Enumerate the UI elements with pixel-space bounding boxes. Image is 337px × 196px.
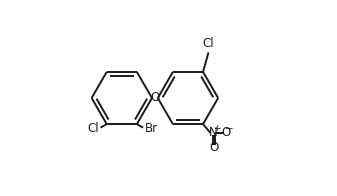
Text: N: N <box>209 126 218 139</box>
Text: −: − <box>225 124 234 134</box>
Text: Cl: Cl <box>87 122 99 135</box>
Text: O: O <box>221 126 230 139</box>
Text: Cl: Cl <box>203 37 214 50</box>
Text: Br: Br <box>145 122 158 135</box>
Text: +: + <box>213 124 221 133</box>
Text: O: O <box>209 141 218 154</box>
Text: O: O <box>150 92 159 104</box>
